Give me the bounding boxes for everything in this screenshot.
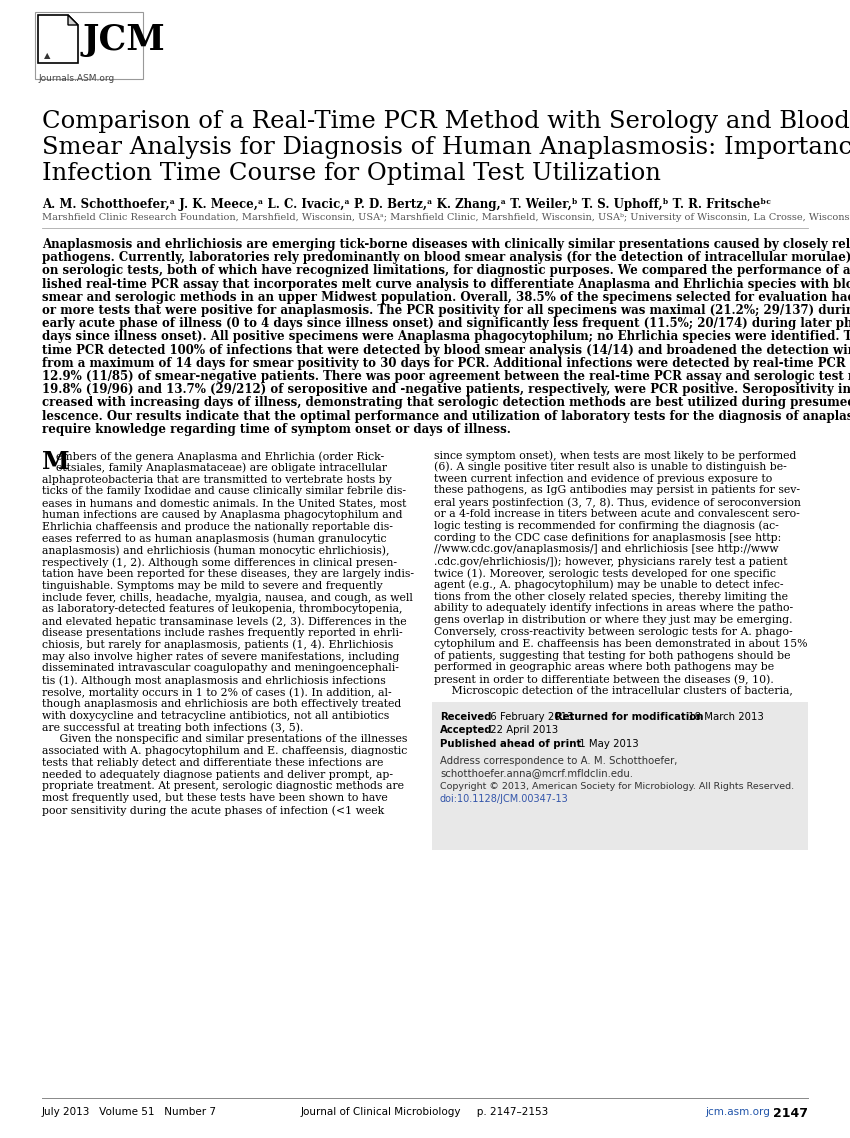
Text: schotthoefer.anna@mcrf.mfldclin.edu.: schotthoefer.anna@mcrf.mfldclin.edu. <box>440 768 633 778</box>
Text: resolve, mortality occurs in 1 to 2% of cases (1). In addition, al-: resolve, mortality occurs in 1 to 2% of … <box>42 687 392 698</box>
Text: 2147: 2147 <box>773 1107 808 1120</box>
Text: these pathogens, as IgG antibodies may persist in patients for sev-: these pathogens, as IgG antibodies may p… <box>434 486 800 495</box>
Text: poor sensitivity during the acute phases of infection (<1 week: poor sensitivity during the acute phases… <box>42 805 384 816</box>
Text: logic testing is recommended for confirming the diagnosis (ac-: logic testing is recommended for confirm… <box>434 521 779 531</box>
Text: ability to adequately identify infections in areas where the patho-: ability to adequately identify infection… <box>434 603 793 613</box>
Text: jcm.asm.org: jcm.asm.org <box>706 1107 770 1118</box>
Text: most frequently used, but these tests have been shown to have: most frequently used, but these tests ha… <box>42 793 388 803</box>
Text: ▲: ▲ <box>44 51 50 60</box>
Text: may also involve higher rates of severe manifestations, including: may also involve higher rates of severe … <box>42 652 399 661</box>
Text: are successful at treating both infections (3, 5).: are successful at treating both infectio… <box>42 723 303 733</box>
Text: Smear Analysis for Diagnosis of Human Anaplasmosis: Importance of: Smear Analysis for Diagnosis of Human An… <box>42 137 850 159</box>
Text: Marshfield Clinic Research Foundation, Marshfield, Wisconsin, USAᵃ; Marshfield C: Marshfield Clinic Research Foundation, M… <box>42 213 850 222</box>
Text: chiosis, but rarely for anaplasmosis, patients (1, 4). Ehrlichiosis: chiosis, but rarely for anaplasmosis, pa… <box>42 640 394 650</box>
Text: M: M <box>42 450 70 475</box>
Text: July 2013   Volume 51   Number 7: July 2013 Volume 51 Number 7 <box>42 1107 217 1118</box>
Text: associated with A. phagocytophilum and E. chaffeensis, diagnostic: associated with A. phagocytophilum and E… <box>42 747 407 756</box>
Text: (6). A single positive titer result also is unable to distinguish be-: (6). A single positive titer result also… <box>434 462 787 472</box>
Text: eral years postinfection (3, 7, 8). Thus, evidence of seroconversion: eral years postinfection (3, 7, 8). Thus… <box>434 497 801 508</box>
Text: tinguishable. Symptoms may be mild to severe and frequently: tinguishable. Symptoms may be mild to se… <box>42 580 382 591</box>
Text: 18 March 2013: 18 March 2013 <box>685 711 764 721</box>
Text: Journal of Clinical Microbiology     p. 2147–2153: Journal of Clinical Microbiology p. 2147… <box>301 1107 549 1118</box>
Text: propriate treatment. At present, serologic diagnostic methods are: propriate treatment. At present, serolog… <box>42 782 404 791</box>
Text: present in order to differentiate between the diseases (9, 10).: present in order to differentiate betwee… <box>434 674 774 685</box>
Text: JCM: JCM <box>83 23 166 57</box>
Text: 1 May 2013: 1 May 2013 <box>576 739 638 749</box>
Text: Microscopic detection of the intracellular clusters of bacteria,: Microscopic detection of the intracellul… <box>434 686 793 696</box>
Text: early acute phase of illness (0 to 4 days since illness onset) and significantly: early acute phase of illness (0 to 4 day… <box>42 318 850 330</box>
Text: Received: Received <box>440 711 491 721</box>
Text: twice (1). Moreover, serologic tests developed for one specific: twice (1). Moreover, serologic tests dev… <box>434 568 776 578</box>
Text: respectively (1, 2). Although some differences in clinical presen-: respectively (1, 2). Although some diffe… <box>42 558 397 568</box>
Text: .cdc.gov/ehrlichiosis/]); however, physicians rarely test a patient: .cdc.gov/ehrlichiosis/]); however, physi… <box>434 556 787 567</box>
Text: Accepted: Accepted <box>440 725 493 735</box>
Text: Copyright © 2013, American Society for Microbiology. All Rights Reserved.: Copyright © 2013, American Society for M… <box>440 782 794 791</box>
Text: lished real-time PCR assay that incorporates melt curve analysis to differentiat: lished real-time PCR assay that incorpor… <box>42 278 850 290</box>
Polygon shape <box>38 15 78 63</box>
Text: ettsiales, family Anaplasmataceae) are obligate intracellular: ettsiales, family Anaplasmataceae) are o… <box>56 463 387 473</box>
Text: and elevated hepatic transaminase levels (2, 3). Differences in the: and elevated hepatic transaminase levels… <box>42 616 406 627</box>
Text: disease presentations include rashes frequently reported in ehrli-: disease presentations include rashes fre… <box>42 628 403 638</box>
Text: //www.cdc.gov/anaplasmosis/] and ehrlichiosis [see http://www: //www.cdc.gov/anaplasmosis/] and ehrlich… <box>434 544 779 554</box>
Text: Address correspondence to A. M. Schotthoefer,: Address correspondence to A. M. Schottho… <box>440 757 677 766</box>
Text: Journals.ASM.org: Journals.ASM.org <box>38 74 114 83</box>
Text: cytophilum and E. chaffeensis has been demonstrated in about 15%: cytophilum and E. chaffeensis has been d… <box>434 638 808 649</box>
Text: tation have been reported for these diseases, they are largely indis-: tation have been reported for these dise… <box>42 569 414 579</box>
Text: A. M. Schotthoefer,ᵃ J. K. Meece,ᵃ L. C. Ivacic,ᵃ P. D. Bertz,ᵃ K. Zhang,ᵃ T. We: A. M. Schotthoefer,ᵃ J. K. Meece,ᵃ L. C.… <box>42 198 771 211</box>
Text: 19.8% (19/96) and 13.7% (29/212) of seropositive and -negative patients, respect: 19.8% (19/96) and 13.7% (29/212) of sero… <box>42 384 850 396</box>
Text: Conversely, cross-reactivity between serologic tests for A. phago-: Conversely, cross-reactivity between ser… <box>434 627 792 637</box>
Text: time PCR detected 100% of infections that were detected by blood smear analysis : time PCR detected 100% of infections tha… <box>42 344 850 356</box>
Text: agent (e.g., A. phagocytophilum) may be unable to detect infec-: agent (e.g., A. phagocytophilum) may be … <box>434 579 784 591</box>
Text: Comparison of a Real-Time PCR Method with Serology and Blood: Comparison of a Real-Time PCR Method wit… <box>42 110 850 133</box>
Text: as laboratory-detected features of leukopenia, thrombocytopenia,: as laboratory-detected features of leuko… <box>42 604 403 615</box>
Text: tions from the other closely related species, thereby limiting the: tions from the other closely related spe… <box>434 592 788 602</box>
Text: 22 April 2013: 22 April 2013 <box>487 725 558 735</box>
Text: or a 4-fold increase in titers between acute and convalescent sero-: or a 4-fold increase in titers between a… <box>434 509 800 519</box>
Text: days since illness onset). All positive specimens were Anaplasma phagocytophilum: days since illness onset). All positive … <box>42 330 850 344</box>
Text: of patients, suggesting that testing for both pathogens should be: of patients, suggesting that testing for… <box>434 651 790 660</box>
Text: embers of the genera Anaplasma and Ehrlichia (order Rick-: embers of the genera Anaplasma and Ehrli… <box>56 451 384 462</box>
Text: Published ahead of print: Published ahead of print <box>440 739 581 749</box>
Text: Ehrlichia chaffeensis and produce the nationally reportable dis-: Ehrlichia chaffeensis and produce the na… <box>42 522 393 531</box>
FancyBboxPatch shape <box>432 702 808 850</box>
Text: eases referred to as human anaplasmosis (human granulocytic: eases referred to as human anaplasmosis … <box>42 534 387 544</box>
Polygon shape <box>68 15 78 25</box>
Text: tests that reliably detect and differentiate these infections are: tests that reliably detect and different… <box>42 758 383 768</box>
Text: needed to adequately diagnose patients and deliver prompt, ap-: needed to adequately diagnose patients a… <box>42 769 393 780</box>
Text: smear and serologic methods in an upper Midwest population. Overall, 38.5% of th: smear and serologic methods in an upper … <box>42 291 850 304</box>
Text: Anaplasmosis and ehrlichiosis are emerging tick-borne diseases with clinically s: Anaplasmosis and ehrlichiosis are emergi… <box>42 238 850 251</box>
Text: 6 February 2013: 6 February 2013 <box>487 711 574 721</box>
Text: Given the nonspecific and similar presentations of the illnesses: Given the nonspecific and similar presen… <box>42 734 407 744</box>
Text: anaplasmosis) and ehrlichiosis (human monocytic ehrlichiosis),: anaplasmosis) and ehrlichiosis (human mo… <box>42 545 389 556</box>
Text: human infections are caused by Anaplasma phagocytophilum and: human infections are caused by Anaplasma… <box>42 510 403 520</box>
Text: with doxycycline and tetracycline antibiotics, not all antibiotics: with doxycycline and tetracycline antibi… <box>42 710 389 720</box>
Text: on serologic tests, both of which have recognized limitations, for diagnostic pu: on serologic tests, both of which have r… <box>42 264 850 278</box>
Text: include fever, chills, headache, myalgia, nausea, and cough, as well: include fever, chills, headache, myalgia… <box>42 593 413 603</box>
Text: though anaplasmosis and ehrlichiosis are both effectively treated: though anaplasmosis and ehrlichiosis are… <box>42 699 401 709</box>
Text: or more tests that were positive for anaplasmosis. The PCR positivity for all sp: or more tests that were positive for ana… <box>42 304 850 318</box>
Text: gens overlap in distribution or where they just may be emerging.: gens overlap in distribution or where th… <box>434 616 792 625</box>
Text: since symptom onset), when tests are most likely to be performed: since symptom onset), when tests are mos… <box>434 450 796 461</box>
Text: require knowledge regarding time of symptom onset or days of illness.: require knowledge regarding time of symp… <box>42 423 511 436</box>
Text: pathogens. Currently, laboratories rely predominantly on blood smear analysis (f: pathogens. Currently, laboratories rely … <box>42 251 850 264</box>
Text: 12.9% (11/85) of smear-negative patients. There was poor agreement between the r: 12.9% (11/85) of smear-negative patients… <box>42 370 850 384</box>
Text: Infection Time Course for Optimal Test Utilization: Infection Time Course for Optimal Test U… <box>42 162 661 185</box>
Text: alphaproteobacteria that are transmitted to vertebrate hosts by: alphaproteobacteria that are transmitted… <box>42 475 392 485</box>
Text: creased with increasing days of illness, demonstrating that serologic detection : creased with increasing days of illness,… <box>42 396 850 410</box>
Text: tis (1). Although most anaplasmosis and ehrlichiosis infections: tis (1). Although most anaplasmosis and … <box>42 675 386 686</box>
Text: performed in geographic areas where both pathogens may be: performed in geographic areas where both… <box>434 662 774 673</box>
Text: tween current infection and evidence of previous exposure to: tween current infection and evidence of … <box>434 473 773 484</box>
Text: doi:10.1128/JCM.00347-13: doi:10.1128/JCM.00347-13 <box>440 794 569 805</box>
Text: disseminated intravascular coagulopathy and meningoencephali-: disseminated intravascular coagulopathy … <box>42 663 399 674</box>
Text: cording to the CDC case definitions for anaplasmosis [see http:: cording to the CDC case definitions for … <box>434 533 781 543</box>
Text: lescence. Our results indicate that the optimal performance and utilization of l: lescence. Our results indicate that the … <box>42 410 850 422</box>
Text: ticks of the family Ixodidae and cause clinically similar febrile dis-: ticks of the family Ixodidae and cause c… <box>42 486 406 496</box>
Text: Returned for modification: Returned for modification <box>555 711 704 721</box>
Text: eases in humans and domestic animals. In the United States, most: eases in humans and domestic animals. In… <box>42 498 406 509</box>
Text: from a maximum of 14 days for smear positivity to 30 days for PCR. Additional in: from a maximum of 14 days for smear posi… <box>42 357 850 370</box>
